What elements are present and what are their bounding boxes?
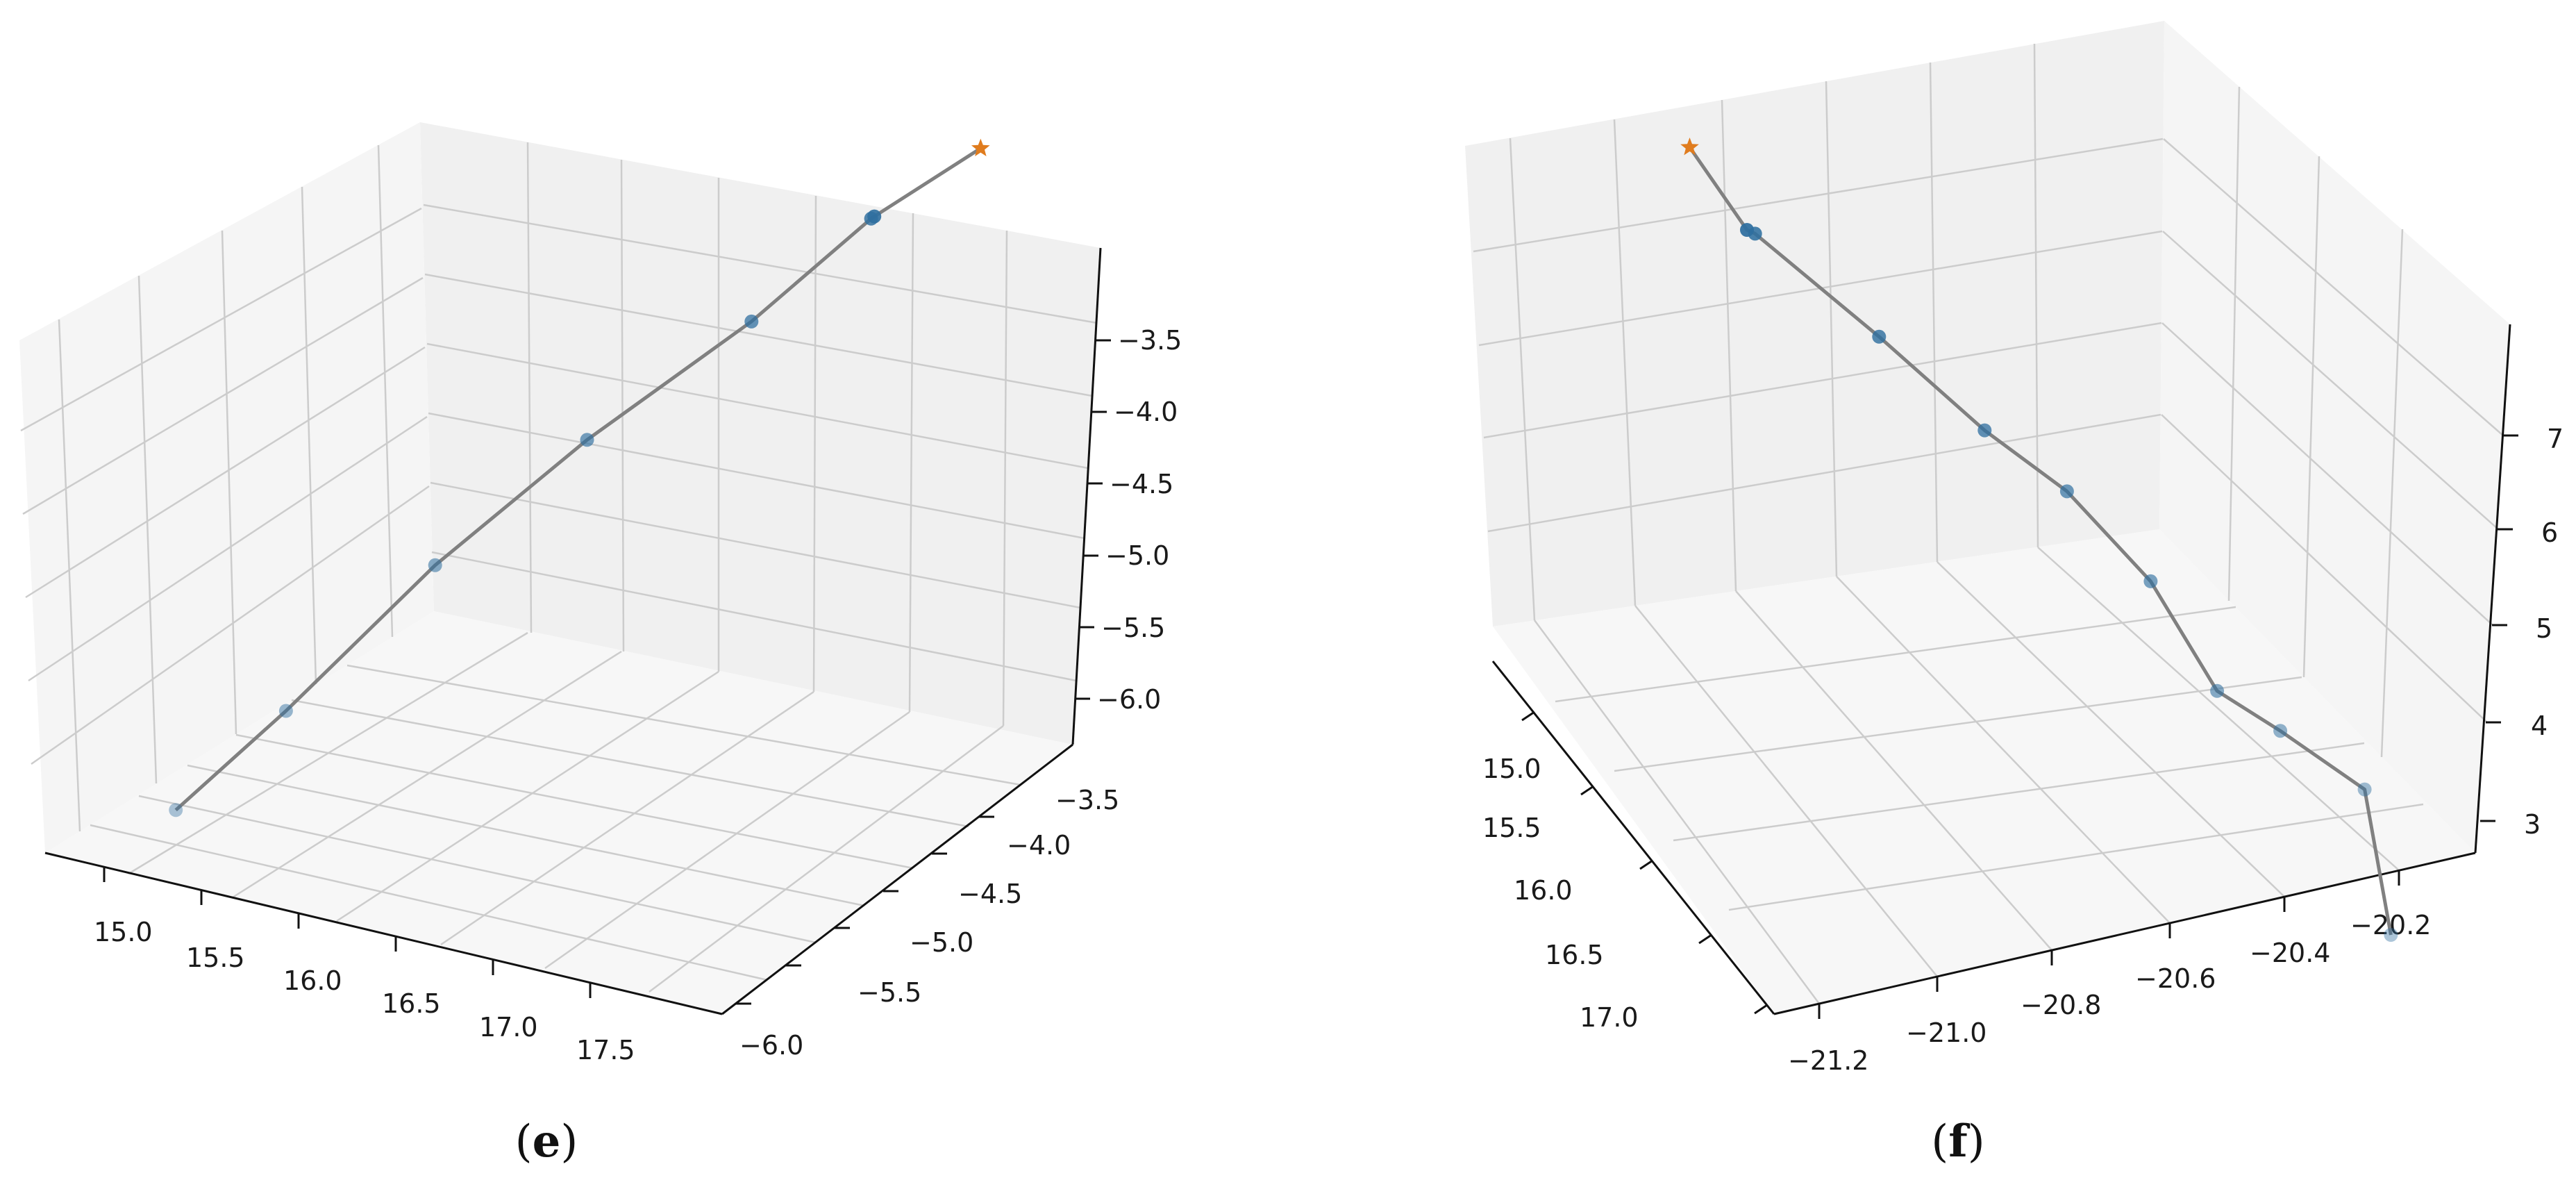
panel-f-x-tick-labels: 15.0 15.5 16.0 16.5 17.0 (1482, 754, 1639, 1033)
panel-f-data-point (1977, 424, 1991, 438)
panel-e-data-point (428, 558, 442, 572)
panel-f-3d-plot: 15.0 15.5 16.0 16.5 17.0 −21.2 −21.0 −20… (1465, 21, 2564, 1168)
panel-e-z-tick-label: −5.5 (1101, 613, 1165, 643)
panel-f-z-tick-label: 3 (2524, 809, 2541, 840)
panel-e-x-tick-label: 17.5 (576, 1035, 635, 1065)
panel-e-x-tick-label: 15.5 (186, 943, 245, 973)
panel-e-y-tick-label: −3.5 (1055, 785, 1119, 815)
panel-f-z-tick-labels: 3 4 5 6 7 (2524, 424, 2564, 840)
panel-f-x-tick-label: 15.5 (1482, 813, 1541, 843)
panel-f-z-tick-label: 6 (2541, 517, 2558, 548)
panel-f-x-tick-label: 16.5 (1545, 940, 1604, 970)
panel-f-x-tick-label: 17.0 (1580, 1002, 1639, 1033)
panel-e-y-tick-label: −5.5 (858, 977, 921, 1008)
panel-e-data-point (744, 315, 758, 329)
panel-e-data-point (580, 433, 594, 447)
panel-f-data-point (2210, 684, 2224, 698)
panel-f-y-tick-label: −20.6 (2135, 963, 2216, 994)
panel-e-3d-plot: 15.0 15.5 16.0 16.5 17.0 17.5 −3.5 −4.0 … (19, 122, 1182, 1168)
panel-f-data-point (2273, 724, 2287, 738)
panel-e-z-tick-label: −5.0 (1105, 540, 1169, 571)
panel-e-x-tick-label: 17.0 (479, 1012, 538, 1043)
panel-f-y-tick-label: −21.2 (1788, 1045, 1868, 1076)
panel-e-y-tick-label: −6.0 (739, 1030, 803, 1061)
panel-f-x-tick-label: 16.0 (1514, 875, 1573, 906)
panel-e-z-tick-label: −4.0 (1114, 397, 1178, 427)
panel-f-data-point (2060, 484, 2074, 498)
panel-f-data-point (2358, 783, 2372, 797)
panel-e-x-tick-label: 16.0 (283, 965, 342, 996)
panel-e-z-tick-labels: −3.5 −4.0 −4.5 −5.0 −5.5 −6.0 (1097, 325, 1182, 715)
panel-f-z-tick-label: 4 (2531, 711, 2548, 741)
panel-f-data-point (2384, 928, 2398, 942)
panel-e-data-point (169, 803, 183, 817)
panel-e-z-tick-label: −3.5 (1118, 325, 1182, 356)
panel-e-data-point (279, 704, 293, 718)
panel-f-z-tick-label: 5 (2536, 613, 2552, 644)
panel-f-y-tick-label: −20.8 (2021, 990, 2101, 1020)
panel-f-z-tick-label: 7 (2547, 424, 2564, 454)
panel-e-y-tick-label: −5.0 (910, 927, 973, 958)
panel-f-caption: (f) (1931, 1115, 1984, 1168)
panel-f-y-tick-label: −20.4 (2250, 938, 2330, 968)
panel-f-data-point (2143, 574, 2157, 588)
panel-f-data-point (1740, 223, 1754, 237)
panel-f-back-pane (1465, 21, 2164, 626)
panel-f-x-tick-label: 15.0 (1482, 754, 1541, 784)
panel-f-y-tick-label: −21.0 (1906, 1018, 1987, 1048)
panel-e-y-tick-label: −4.0 (1007, 830, 1071, 861)
panel-e-data-point (867, 210, 881, 224)
panel-e-x-tick-label: 15.0 (94, 917, 153, 947)
panel-e-z-tick-label: −6.0 (1097, 684, 1161, 715)
panel-e-x-tick-label: 16.5 (382, 988, 441, 1019)
panel-e-caption: (e) (515, 1115, 578, 1168)
panel-e-y-tick-label: −4.5 (958, 879, 1022, 909)
panel-f-data-point (1872, 330, 1886, 344)
panel-e-z-tick-label: −4.5 (1110, 469, 1173, 499)
